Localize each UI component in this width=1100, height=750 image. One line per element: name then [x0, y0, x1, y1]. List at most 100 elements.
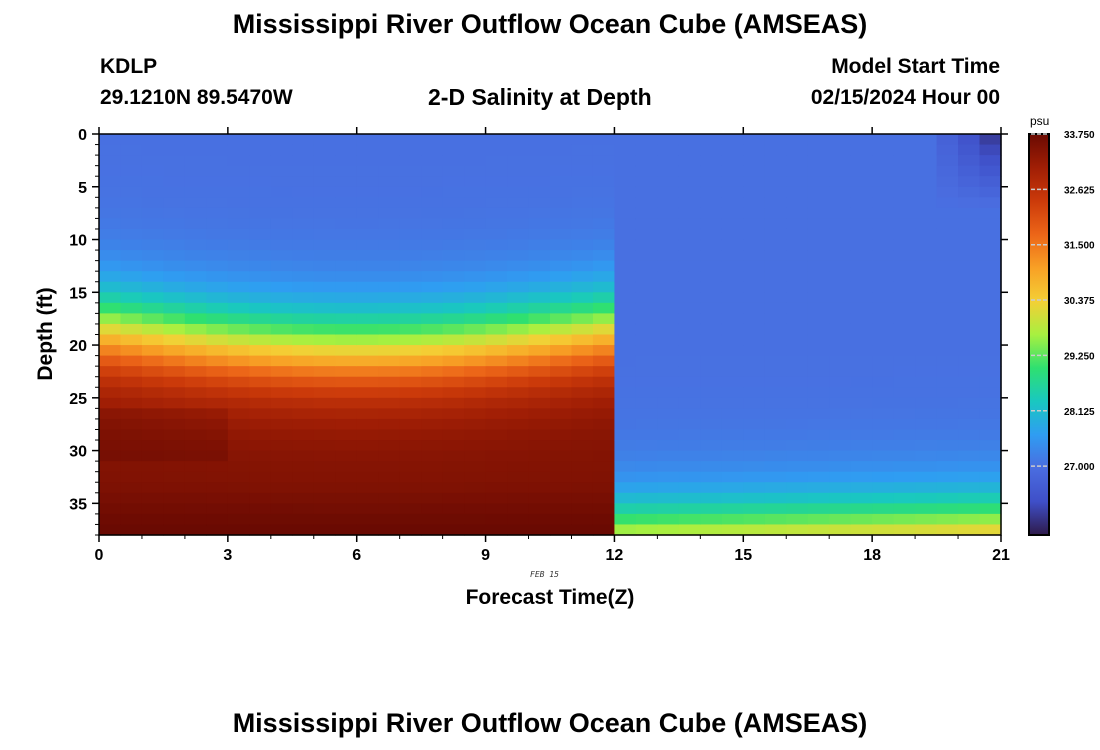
heatmap-cell [227, 186, 250, 198]
heatmap-cell [485, 134, 508, 146]
heatmap-cell [313, 513, 336, 526]
heatmap-cell [743, 144, 766, 156]
heatmap-cell [399, 440, 422, 452]
heatmap-cell [614, 302, 637, 314]
heatmap-cell [550, 345, 573, 357]
heatmap-cell [614, 197, 637, 209]
heatmap-cell [979, 482, 1002, 494]
heatmap-cell [550, 376, 573, 388]
heatmap-cell [485, 176, 508, 188]
heatmap-cell [872, 482, 895, 494]
heatmap-cell [356, 440, 379, 452]
heatmap-cell [163, 207, 186, 220]
heatmap-cell [678, 323, 701, 336]
heatmap-cell [807, 186, 830, 198]
heatmap-cell [378, 524, 401, 536]
heatmap-cell [872, 440, 895, 452]
heatmap-cell [356, 397, 379, 409]
heatmap-cell [571, 408, 594, 420]
heatmap-cell [893, 408, 916, 420]
heatmap-cell [206, 197, 229, 209]
heatmap-cell [958, 408, 981, 420]
heatmap-cell [464, 482, 487, 494]
heatmap-cell [700, 239, 723, 251]
heatmap-cell [270, 355, 293, 367]
heatmap-cell [120, 471, 143, 483]
heatmap-cell [786, 461, 809, 473]
heatmap-cell [614, 492, 637, 504]
heatmap-cell [571, 260, 594, 272]
heatmap-cell [657, 471, 680, 483]
heatmap-cell [528, 176, 551, 188]
heatmap-cell [292, 429, 315, 441]
heatmap-cell [399, 345, 422, 357]
heatmap-cell [528, 197, 551, 209]
heatmap-cell [163, 186, 186, 198]
heatmap-cell [421, 186, 444, 198]
heatmap-cell [270, 165, 293, 177]
heatmap-cell [184, 155, 207, 167]
heatmap-cell [313, 492, 336, 504]
heatmap-cell [206, 482, 229, 494]
heatmap-cell [764, 482, 787, 494]
heatmap-cell [206, 461, 229, 473]
heatmap-cell [979, 176, 1002, 188]
heatmap-cell [485, 345, 508, 357]
heatmap-cell [979, 281, 1002, 293]
heatmap-cell [421, 302, 444, 314]
bottom-title: Mississippi River Outflow Ocean Cube (AM… [232, 708, 868, 738]
heatmap-cell [141, 186, 165, 198]
heatmap-cell [786, 387, 809, 399]
heatmap-cell [485, 366, 508, 378]
heatmap-cell [657, 134, 680, 146]
heatmap-cell [936, 207, 959, 220]
heatmap-cell [571, 134, 594, 146]
heatmap-cell [249, 418, 272, 431]
heatmap-cell [614, 155, 637, 167]
heatmap-cell [356, 345, 379, 357]
heatmap-cell [743, 323, 766, 336]
heatmap-cell [700, 471, 723, 483]
heatmap-cell [893, 239, 916, 251]
heatmap-cell [99, 207, 122, 220]
heatmap-cell [163, 524, 186, 536]
heatmap-cell [635, 260, 658, 272]
heatmap-cell [829, 197, 852, 209]
heatmap-cell [657, 450, 680, 462]
heatmap-cell [764, 387, 787, 399]
heatmap-cell [850, 323, 873, 336]
heatmap-cell [936, 302, 959, 314]
heatmap-cell [184, 176, 207, 188]
heatmap-cell [550, 429, 573, 441]
heatmap-cell [614, 218, 637, 230]
heatmap-cell [442, 492, 465, 504]
heatmap-cell [378, 418, 401, 431]
heatmap-cell [313, 197, 336, 209]
heatmap-cell [399, 524, 422, 536]
heatmap-cell [893, 345, 916, 357]
heatmap-cell [507, 281, 530, 293]
heatmap-cell [99, 418, 122, 431]
heatmap-cell [442, 513, 465, 526]
heatmap-cell [678, 461, 701, 473]
y-tick-label: 10 [69, 233, 87, 250]
heatmap-cell [893, 387, 916, 399]
heatmap-cell [292, 408, 315, 420]
heatmap-cell [528, 228, 551, 241]
heatmap-cell [743, 345, 766, 357]
heatmap-cell [270, 366, 293, 378]
heatmap-cell [206, 450, 229, 462]
heatmap-cell [421, 228, 444, 241]
heatmap-cell [764, 228, 787, 241]
x-tick-label: 12 [606, 547, 624, 564]
heatmap-cell [442, 292, 465, 304]
heatmap-cell [206, 492, 229, 504]
heatmap-cell [657, 461, 680, 473]
heatmap-cell [378, 450, 401, 462]
heatmap-cell [141, 134, 165, 146]
heatmap-cell [592, 313, 616, 325]
heatmap-cell [979, 429, 1002, 441]
heatmap-cell [807, 239, 830, 251]
heatmap-cell [850, 387, 873, 399]
heatmap-cell [464, 260, 487, 272]
